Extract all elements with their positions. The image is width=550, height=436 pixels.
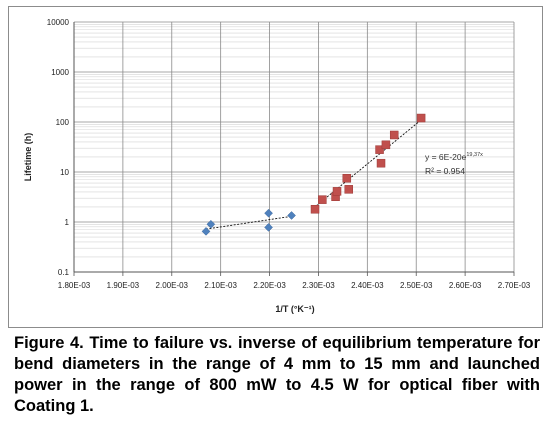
y-tick-label: 10 bbox=[60, 168, 69, 177]
point-layer bbox=[201, 113, 426, 236]
x-axis-title: 1/T (°K⁻¹) bbox=[275, 304, 314, 314]
data-point-square bbox=[332, 187, 342, 196]
x-tick-label: 2.40E-03 bbox=[351, 281, 384, 290]
data-point-square bbox=[416, 113, 426, 123]
x-tick-label: 2.70E-03 bbox=[498, 281, 531, 290]
y-tick-label: 10000 bbox=[47, 18, 70, 27]
label-layer: 0.1 1 10 100 1000 10000 1.80E-03 1.90E-03 2.00E-… bbox=[47, 18, 531, 290]
data-point-diamond bbox=[287, 211, 296, 220]
x-tick-label: 2.50E-03 bbox=[400, 281, 433, 290]
chart-frame: 0.1 1 10 100 1000 10000 1.80E-03 1.90E-03 2.00E-… bbox=[8, 6, 543, 328]
data-point-diamond bbox=[264, 223, 273, 232]
data-point-square bbox=[389, 130, 399, 140]
y-axis-title: Lifetime (h) bbox=[23, 133, 33, 182]
trendline-1 bbox=[205, 215, 292, 230]
x-tick-label: 1.90E-03 bbox=[107, 281, 140, 290]
data-point-square bbox=[376, 158, 386, 168]
lifetime-chart: 0.1 1 10 100 1000 10000 1.80E-03 1.90E-03 2.00E-… bbox=[23, 18, 531, 314]
trendline-layer bbox=[205, 119, 422, 230]
x-tick-label: 2.60E-03 bbox=[449, 281, 482, 290]
x-tick-label: 2.20E-03 bbox=[253, 281, 286, 290]
x-tick-label: 1.80E-03 bbox=[58, 281, 91, 290]
data-point-square bbox=[381, 140, 391, 150]
figure-caption: Figure 4. Time to failure vs. inverse of… bbox=[14, 334, 540, 415]
data-point-diamond bbox=[264, 208, 273, 218]
trendline-2 bbox=[313, 119, 422, 209]
x-tick-label: 2.30E-03 bbox=[302, 281, 335, 290]
y-tick-label: 1000 bbox=[51, 68, 69, 77]
data-point-square bbox=[310, 204, 320, 214]
axis-layer bbox=[73, 22, 515, 276]
data-point-square bbox=[344, 185, 354, 194]
data-point-square bbox=[318, 195, 327, 204]
x-tick-label: 2.00E-03 bbox=[156, 281, 189, 290]
data-point-diamond bbox=[206, 219, 216, 229]
y-tick-label: 1 bbox=[65, 218, 70, 227]
data-point-square bbox=[375, 145, 384, 154]
data-point-square bbox=[342, 173, 352, 183]
data-point-diamond bbox=[201, 227, 211, 236]
y-tick-label: 0.1 bbox=[58, 268, 70, 277]
grid-layer bbox=[73, 21, 515, 273]
r-squared: R² = 0.954 bbox=[425, 166, 465, 176]
trend-equation: y = 6E-20e19,37x bbox=[425, 152, 483, 162]
x-tick-label: 2.10E-03 bbox=[204, 281, 237, 290]
y-tick-label: 100 bbox=[56, 118, 70, 127]
